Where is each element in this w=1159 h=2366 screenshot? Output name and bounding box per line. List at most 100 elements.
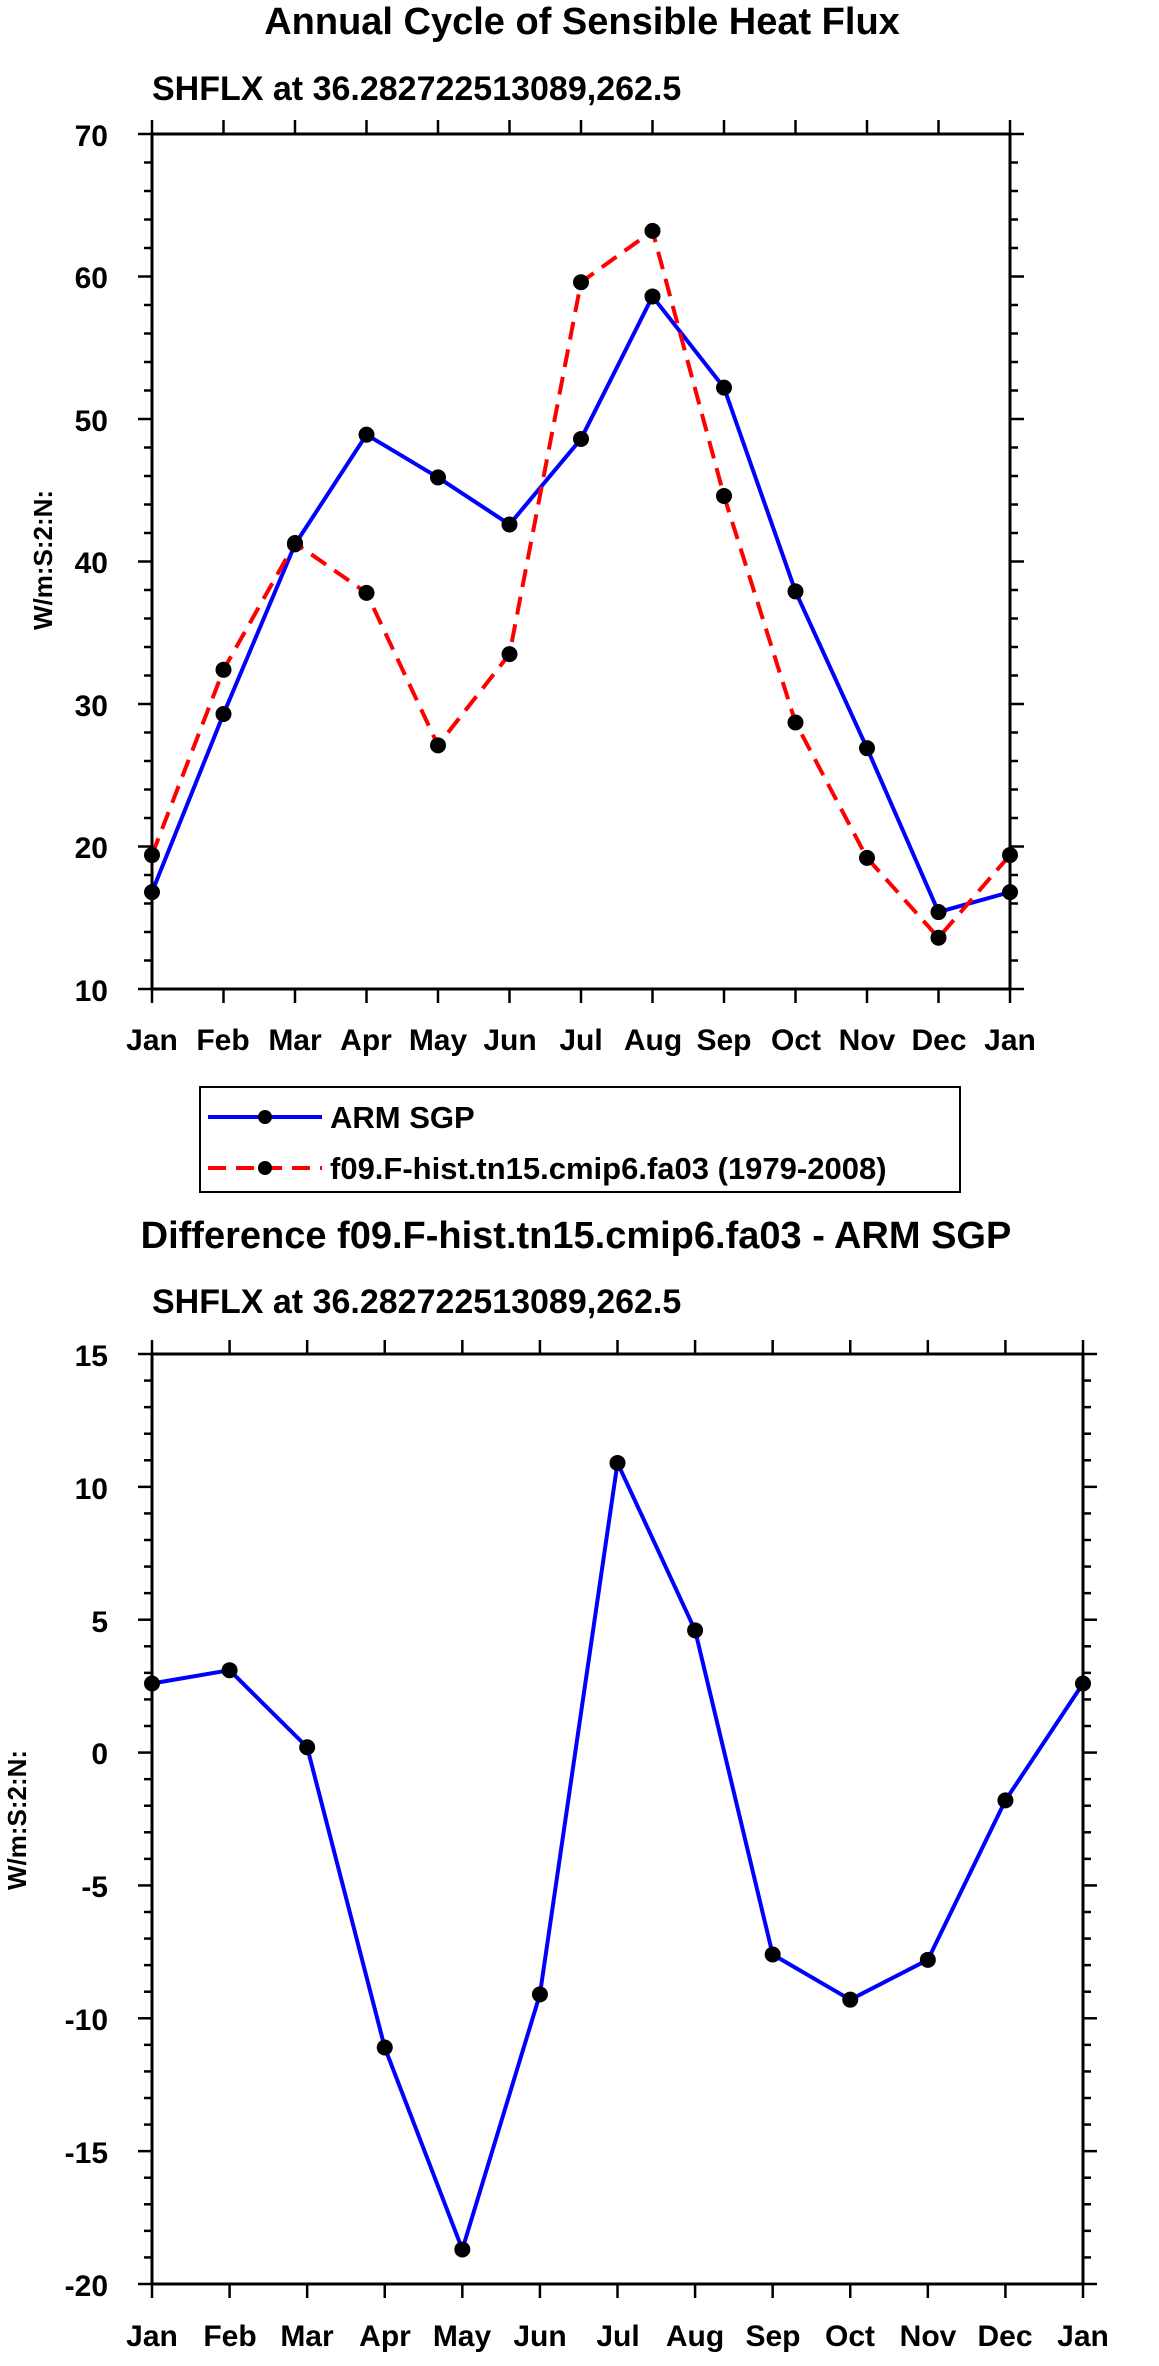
y-tick-label: -5 xyxy=(81,1871,108,1904)
x-tick-label: Dec xyxy=(977,2320,1032,2353)
legend-label-model: f09.F-hist.tn15.cmip6.fa03 (1979-2008) xyxy=(330,1151,887,1186)
x-tick-label: May xyxy=(433,2320,492,2353)
x-tick-label: Nov xyxy=(839,1024,896,1057)
difference-panel: Difference f09.F-hist.tn15.cmip6.fa03 - … xyxy=(2,1215,1109,2353)
data-point xyxy=(573,430,589,447)
y-tick-label: 30 xyxy=(75,690,108,723)
data-point xyxy=(919,1951,936,1968)
x-tick-label: Nov xyxy=(900,2320,957,2353)
x-tick-label: Apr xyxy=(359,2320,411,2353)
y-tick-label: -15 xyxy=(65,2137,108,2170)
data-point xyxy=(215,705,232,722)
y-tick-label: 0 xyxy=(91,1738,108,1771)
data-point xyxy=(299,1739,316,1756)
x-tick-label: Feb xyxy=(203,2320,256,2353)
x-tick-label: Mar xyxy=(280,2320,334,2353)
chart-subtitle: SHFLX at 36.282722513089,262.5 xyxy=(152,1283,681,1321)
legend-marker-arm xyxy=(258,1110,272,1124)
plot-frame xyxy=(150,1352,1085,2286)
data-point xyxy=(859,849,875,866)
data-point xyxy=(215,661,232,678)
tick-marks xyxy=(138,1340,1097,2298)
y-tick-label: 15 xyxy=(75,1340,108,1373)
data-point xyxy=(430,469,446,486)
data-point xyxy=(358,426,375,443)
y-tick-label: 70 xyxy=(75,120,108,153)
x-tick-label: Jun xyxy=(513,2320,566,2353)
x-tick-label: Sep xyxy=(696,1024,751,1057)
legend-marker-model xyxy=(258,1161,272,1175)
y-axis-label: W/m:S:2:N: xyxy=(2,1750,32,1890)
chart-subtitle: SHFLX at 36.282722513089,262.5 xyxy=(152,70,681,108)
legend-label-arm: ARM SGP xyxy=(330,1100,475,1135)
x-tick-label: Dec xyxy=(911,1024,966,1057)
chart-title: Annual Cycle of Sensible Heat Flux xyxy=(264,1,900,43)
data-point xyxy=(764,1946,781,1963)
data-point xyxy=(573,274,589,291)
x-tick-label: Mar xyxy=(268,1024,322,1057)
series-layer xyxy=(144,1454,1091,2258)
x-tick-label: Aug xyxy=(666,2320,724,2353)
data-point xyxy=(144,847,160,864)
y-tick-label: -20 xyxy=(65,2270,108,2303)
data-point xyxy=(531,1986,548,2003)
data-point xyxy=(454,2241,471,2258)
y-tick-label: 5 xyxy=(91,1606,108,1639)
data-point xyxy=(644,222,661,239)
series-layer xyxy=(144,222,1018,946)
y-tick-label: 40 xyxy=(75,547,108,580)
x-ticks: Jan Feb Mar Apr May Jun Jul Aug Sep Oct … xyxy=(126,1024,1036,1057)
data-point xyxy=(930,929,947,946)
x-tick-label: Sep xyxy=(745,2320,800,2353)
series-line-b xyxy=(150,228,1012,940)
y-tick-label: 10 xyxy=(75,975,108,1008)
legend-box xyxy=(199,1086,961,1193)
data-point xyxy=(221,1662,238,1679)
data-point xyxy=(716,379,732,396)
chart-title: Difference f09.F-hist.tn15.cmip6.fa03 - … xyxy=(141,1215,1012,1257)
data-point xyxy=(716,487,732,504)
data-point xyxy=(1002,847,1018,864)
x-tick-label: Jan xyxy=(126,1024,178,1057)
data-point xyxy=(358,584,375,601)
y-tick-label: 20 xyxy=(75,832,108,865)
x-ticks: Jan Feb Mar Apr May Jun Jul Aug Sep Oct … xyxy=(126,2320,1109,2353)
data-point xyxy=(144,884,160,901)
data-point xyxy=(1002,884,1018,901)
x-tick-label: Oct xyxy=(825,2320,875,2353)
series-line-a xyxy=(150,294,1011,915)
data-point xyxy=(930,904,947,921)
data-point xyxy=(501,646,518,663)
y-tick-label: -10 xyxy=(65,2004,108,2037)
y-axis-label: W/m:S:2:N: xyxy=(28,490,58,630)
data-point xyxy=(842,1991,859,2008)
y-tick-label: 50 xyxy=(75,405,108,438)
data-point xyxy=(859,740,875,757)
data-point xyxy=(287,534,303,551)
data-point xyxy=(787,714,804,731)
series-line-a xyxy=(151,1460,1085,2252)
data-point xyxy=(501,516,518,533)
data-point xyxy=(687,1622,704,1639)
data-point xyxy=(997,1792,1014,1809)
data-point xyxy=(376,2039,393,2056)
x-tick-label: Aug xyxy=(624,1024,682,1057)
x-tick-label: Feb xyxy=(196,1024,249,1057)
data-point xyxy=(144,1675,160,1692)
plot-frame xyxy=(150,132,1012,991)
x-tick-label: Jan xyxy=(1057,2320,1109,2353)
data-point xyxy=(1075,1675,1091,1692)
annual-cycle-panel: Annual Cycle of Sensible Heat Flux SHFLX… xyxy=(28,1,1036,1193)
x-tick-label: Jan xyxy=(126,2320,178,2353)
tick-marks xyxy=(138,120,1024,1003)
x-tick-label: Jan xyxy=(984,1024,1036,1057)
x-tick-label: Jul xyxy=(596,2320,639,2353)
data-point xyxy=(430,737,446,754)
data-point xyxy=(787,583,804,600)
x-tick-label: Oct xyxy=(771,1024,821,1057)
x-tick-label: Jul xyxy=(559,1024,602,1057)
data-point xyxy=(609,1454,626,1471)
data-point xyxy=(644,288,661,305)
legend: ARM SGP f09.F-hist.tn15.cmip6.fa03 (1979… xyxy=(199,1086,961,1193)
